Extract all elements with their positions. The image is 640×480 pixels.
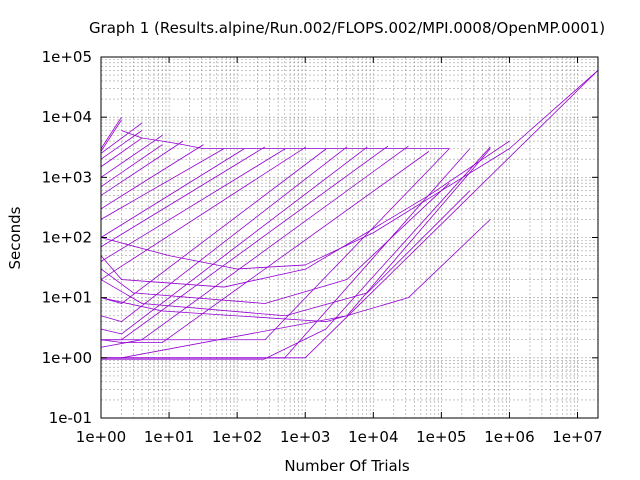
- series-line: [100, 70, 599, 270]
- series-line: [121, 130, 450, 150]
- series-line: [100, 122, 143, 154]
- y-tick-label: 1e+00: [42, 349, 92, 367]
- series-line: [100, 134, 163, 178]
- y-tick-label: 1e+05: [42, 48, 92, 66]
- series-line: [100, 140, 510, 288]
- series-line: [101, 145, 409, 341]
- x-tick-label: 1e+03: [280, 428, 330, 446]
- y-tick-label: 1e+02: [42, 229, 92, 247]
- series-line: [100, 148, 327, 304]
- series-line: [100, 148, 245, 238]
- series-line: [100, 182, 450, 304]
- series-line: [100, 144, 163, 187]
- x-axis-title: Number Of Trials: [284, 457, 410, 475]
- series-line: [100, 146, 307, 280]
- series-line: [100, 116, 122, 149]
- x-tick-label: 1e+05: [416, 428, 466, 446]
- series-line: [100, 146, 368, 335]
- x-tick-label: 1e+01: [144, 428, 194, 446]
- series-line: [101, 146, 491, 360]
- x-tick-label: 1e+07: [552, 428, 602, 446]
- x-tick-label: 1e+02: [212, 428, 262, 446]
- series-line: [100, 144, 204, 210]
- ticks: 1e+00 1e+01 1e+02 1e+03 1e+04 1e+05 1e+06 1e+07…: [42, 48, 603, 446]
- series-line: [100, 119, 122, 152]
- y-tick-label: 1e-01: [49, 409, 92, 427]
- series-line: [100, 190, 471, 317]
- y-tick-label: 1e+01: [42, 289, 92, 307]
- chart-title: Graph 1 (Results.alpine/Run.002/FLOPS.00…: [89, 19, 605, 37]
- x-tick-label: 1e+00: [76, 428, 126, 446]
- x-tick-label: 1e+04: [348, 428, 398, 446]
- series-line: [100, 219, 491, 323]
- y-tick-label: 1e+04: [42, 108, 92, 126]
- series-line: [101, 145, 389, 341]
- series-line: [100, 148, 286, 262]
- x-tick-label: 1e+06: [484, 428, 534, 446]
- series-line: [101, 70, 599, 359]
- y-axis-title: Seconds: [6, 206, 24, 269]
- series-line: [100, 146, 348, 323]
- series-line: [100, 140, 184, 196]
- y-tick-label: 1e+03: [42, 168, 92, 186]
- series-line: [100, 148, 450, 348]
- grid: [100, 56, 599, 419]
- series-group: [100, 70, 599, 360]
- series-line: [100, 148, 225, 220]
- series-line: [100, 137, 143, 168]
- series-line: [100, 146, 266, 248]
- series-line: [100, 151, 430, 343]
